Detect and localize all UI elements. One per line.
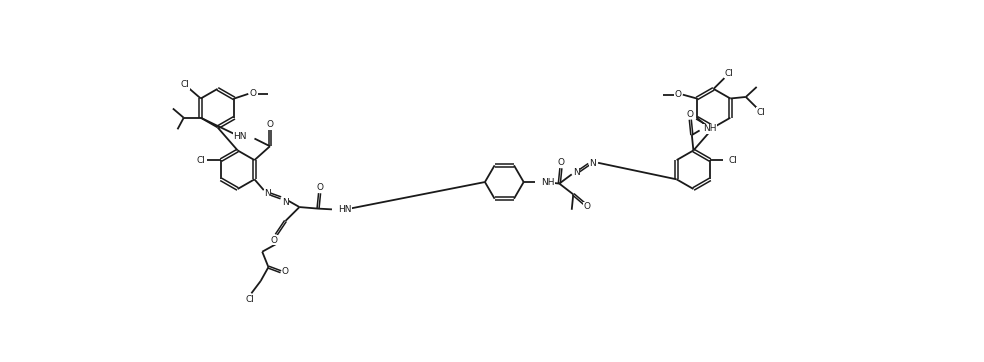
Text: Cl: Cl	[197, 156, 206, 165]
Text: HN: HN	[233, 132, 247, 141]
Text: N: N	[282, 198, 289, 207]
Text: NH: NH	[541, 177, 554, 186]
Text: Cl: Cl	[245, 295, 254, 304]
Text: NH: NH	[703, 125, 716, 134]
Text: O: O	[282, 267, 289, 276]
Text: N: N	[573, 168, 580, 177]
Text: N: N	[589, 159, 596, 168]
Text: HN: HN	[338, 205, 351, 214]
Text: O: O	[675, 90, 682, 99]
Text: O: O	[249, 89, 257, 98]
Text: Cl: Cl	[729, 156, 738, 165]
Text: O: O	[316, 183, 323, 192]
Text: Cl: Cl	[181, 80, 190, 89]
Text: O: O	[557, 158, 565, 167]
Text: O: O	[687, 110, 694, 119]
Text: Cl: Cl	[724, 69, 733, 78]
Text: O: O	[267, 120, 274, 129]
Text: N: N	[265, 189, 271, 198]
Text: Cl: Cl	[757, 108, 766, 117]
Text: O: O	[271, 236, 277, 245]
Text: O: O	[584, 202, 590, 211]
